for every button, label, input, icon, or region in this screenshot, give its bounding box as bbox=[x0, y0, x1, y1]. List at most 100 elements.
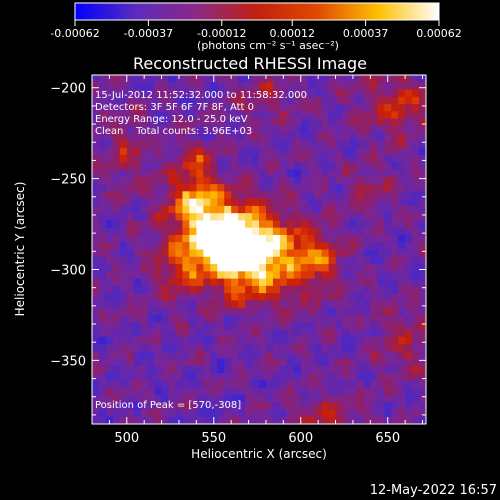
heatmap-cell bbox=[252, 198, 260, 207]
heatmap-cell bbox=[112, 285, 121, 294]
heatmap-cell bbox=[307, 373, 316, 381]
heatmap-cell bbox=[112, 358, 121, 367]
heatmap-cell bbox=[182, 198, 191, 207]
heatmap-cell bbox=[335, 176, 344, 185]
heatmap-cell bbox=[286, 234, 295, 243]
heatmap-cell bbox=[293, 344, 302, 352]
heatmap-cell bbox=[363, 351, 371, 360]
heatmap-cell bbox=[161, 176, 170, 185]
heatmap-cell bbox=[133, 285, 142, 294]
heatmap-cell bbox=[217, 278, 225, 287]
heatmap-cell bbox=[321, 104, 330, 112]
heatmap-cell bbox=[328, 205, 337, 214]
heatmap-cell bbox=[105, 220, 114, 229]
heatmap-cell bbox=[126, 358, 135, 367]
heatmap-cell bbox=[133, 133, 142, 142]
heatmap-cell bbox=[133, 402, 142, 411]
heatmap-cell bbox=[377, 402, 385, 411]
heatmap-cell bbox=[356, 256, 364, 265]
heatmap-cell bbox=[307, 89, 316, 98]
heatmap-cell bbox=[328, 402, 337, 411]
heatmap-cell bbox=[98, 409, 107, 418]
heatmap-cell bbox=[245, 125, 253, 134]
heatmap-cell bbox=[419, 365, 426, 374]
heatmap-cell bbox=[342, 336, 351, 345]
heatmap-cell bbox=[279, 162, 288, 171]
heatmap-cell bbox=[105, 249, 114, 258]
heatmap-cell bbox=[105, 365, 114, 374]
heatmap-cell bbox=[398, 380, 406, 389]
heatmap-cell bbox=[168, 373, 177, 381]
heatmap-cell bbox=[335, 162, 344, 171]
heatmap-cell bbox=[168, 140, 177, 149]
y-tick-label: −250 bbox=[50, 173, 86, 188]
heatmap-cell bbox=[412, 314, 420, 323]
heatmap-cell bbox=[377, 264, 385, 272]
heatmap-cell bbox=[210, 336, 218, 345]
heatmap-cell bbox=[196, 373, 204, 381]
y-tick-label: −300 bbox=[50, 263, 86, 278]
heatmap-cell bbox=[293, 409, 302, 418]
heatmap-cell bbox=[363, 329, 371, 338]
heatmap-cell bbox=[419, 140, 426, 149]
heatmap-cell bbox=[175, 249, 184, 258]
heatmap-cell bbox=[175, 278, 184, 287]
heatmap-cell bbox=[349, 147, 358, 156]
heatmap-cell bbox=[356, 82, 364, 91]
heatmap-cell bbox=[384, 234, 392, 243]
heatmap-cell bbox=[265, 213, 274, 222]
heatmap-cell bbox=[105, 111, 114, 120]
heatmap-cell bbox=[314, 285, 323, 294]
heatmap-cell bbox=[293, 264, 302, 272]
heatmap-cell bbox=[133, 184, 142, 192]
heatmap-cell bbox=[161, 249, 170, 258]
heatmap-cell bbox=[412, 285, 420, 294]
heatmap-cell bbox=[92, 162, 100, 171]
heatmap-cell bbox=[182, 322, 191, 331]
heatmap-cell bbox=[224, 234, 232, 243]
heatmap-cell bbox=[112, 176, 121, 185]
heatmap-cell bbox=[384, 154, 392, 163]
heatmap-cell bbox=[245, 111, 253, 120]
heatmap-cell bbox=[105, 380, 114, 389]
heatmap-cell bbox=[377, 96, 385, 105]
heatmap-cell bbox=[175, 242, 184, 251]
heatmap-cell bbox=[293, 111, 302, 120]
heatmap-cell bbox=[419, 256, 426, 265]
heatmap-cell bbox=[412, 111, 420, 120]
heatmap-cell bbox=[384, 314, 392, 323]
heatmap-cell bbox=[98, 140, 107, 149]
heatmap-cell bbox=[147, 227, 156, 236]
heatmap-cell bbox=[398, 169, 406, 178]
heatmap-cell bbox=[175, 300, 184, 309]
heatmap-cell bbox=[286, 82, 295, 91]
heatmap-cell bbox=[238, 147, 246, 156]
heatmap-cell bbox=[356, 176, 364, 185]
heatmap-cell bbox=[377, 329, 385, 338]
heatmap-cell bbox=[286, 329, 295, 338]
heatmap-cell bbox=[112, 125, 121, 134]
heatmap-cell bbox=[314, 140, 323, 149]
heatmap-cell bbox=[112, 191, 121, 200]
heatmap-cell bbox=[377, 184, 385, 192]
heatmap-cell bbox=[300, 220, 309, 229]
heatmap-cell bbox=[154, 205, 163, 214]
heatmap-cell bbox=[265, 380, 274, 389]
heatmap-cell bbox=[245, 147, 253, 156]
heatmap-cell bbox=[363, 307, 371, 316]
heatmap-cell bbox=[161, 82, 170, 91]
heatmap-cell bbox=[168, 365, 177, 374]
heatmap-cell bbox=[217, 307, 225, 316]
heatmap-cell bbox=[92, 154, 100, 163]
heatmap-cell bbox=[279, 380, 288, 389]
heatmap-cell bbox=[196, 278, 204, 287]
heatmap-cell bbox=[217, 329, 225, 338]
heatmap-cell bbox=[363, 184, 371, 192]
heatmap-cell bbox=[217, 169, 225, 178]
heatmap-cell bbox=[182, 307, 191, 316]
heatmap-cell bbox=[307, 314, 316, 323]
heatmap-cell bbox=[238, 176, 246, 185]
heatmap-cell bbox=[112, 111, 121, 120]
heatmap-cell bbox=[154, 140, 163, 149]
heatmap-cell bbox=[217, 147, 225, 156]
